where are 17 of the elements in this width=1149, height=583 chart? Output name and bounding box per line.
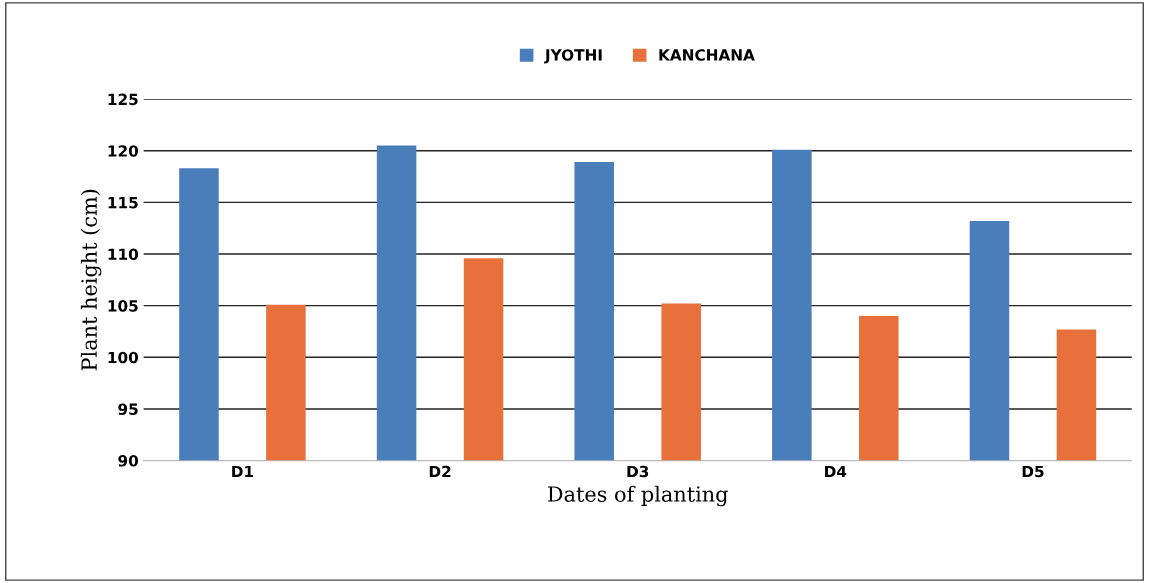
y-axis-title: Plant height (cm) [80, 189, 102, 371]
y-tick-label: 115 [108, 197, 138, 209]
x-tick-label: D5 [1022, 465, 1044, 478]
y-tick-label: 100 [108, 351, 139, 364]
y-tick-label: 105 [108, 300, 138, 312]
x-tick-label: D4 [825, 465, 847, 478]
y-tick-label: 120 [108, 145, 139, 157]
x-tick-label: D3 [627, 465, 649, 478]
y-tick-label: 90 [118, 455, 139, 467]
x-tick-label: D1 [232, 465, 254, 478]
y-tick-label: 110 [108, 248, 139, 261]
x-axis-title: Dates of planting [548, 485, 728, 507]
y-tick-label: 95 [118, 403, 138, 415]
legend-label: JYOTHI [544, 49, 602, 64]
legend-label: KANCHANA [659, 49, 755, 61]
x-tick-label: D2 [429, 465, 451, 478]
y-tick-label: 125 [108, 93, 138, 106]
